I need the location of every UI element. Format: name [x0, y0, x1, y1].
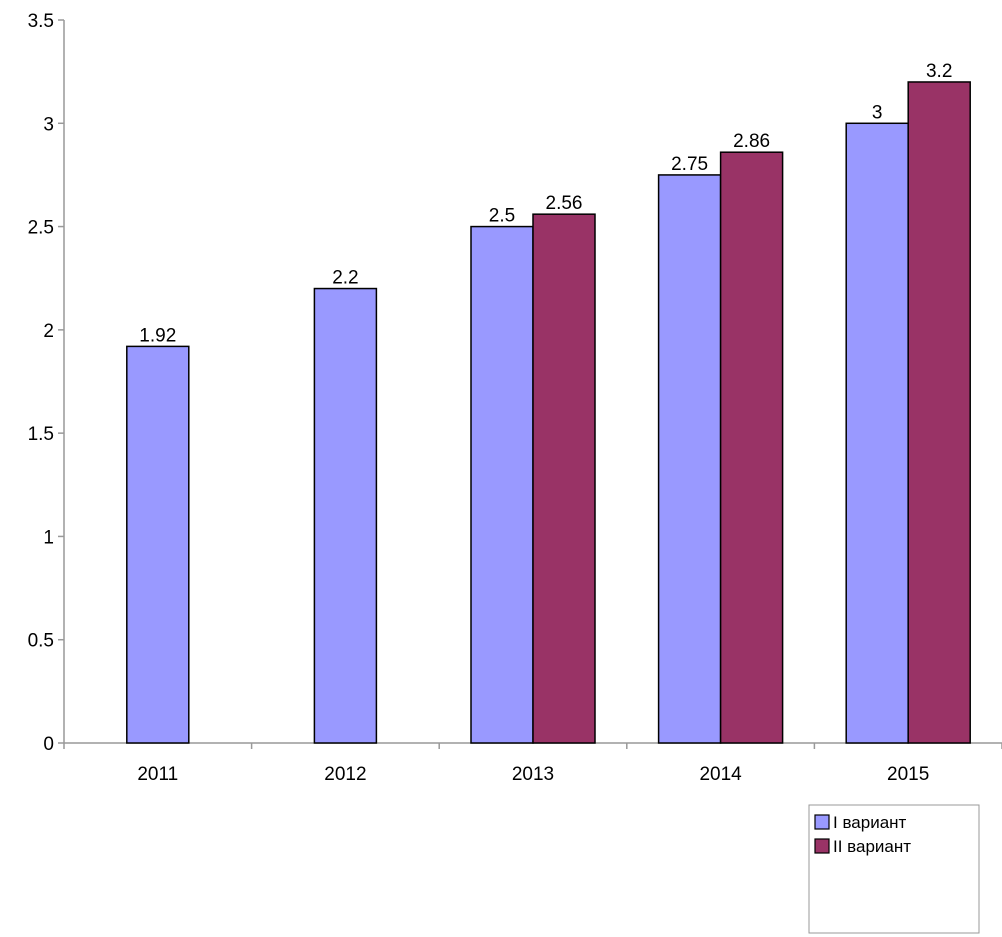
y-tick-label: 1.5 [28, 424, 54, 445]
legend-label: II вариант [833, 837, 911, 856]
x-tick-label: 2015 [887, 764, 929, 785]
x-axis: 2011 2012 2013 2014 2015 [63, 742, 1002, 785]
bar-series2-2014 [719, 151, 784, 744]
y-tick-label: 3.5 [28, 11, 54, 32]
y-tick-label: 1 [43, 527, 54, 548]
legend-swatch [814, 814, 830, 830]
x-tick-label: 2014 [699, 764, 742, 785]
data-label: 1.92 [139, 325, 176, 346]
legend-swatch [814, 838, 830, 854]
y-tick-label: 2.5 [28, 218, 54, 239]
y-tick-label: 2 [43, 321, 54, 342]
bar-series2-2015 [907, 81, 971, 744]
bars [126, 81, 971, 744]
data-label: 2.5 [489, 206, 515, 227]
data-labels: 1.92 2.2 2.5 2.56 2.75 2.86 3 3.2 [139, 61, 952, 346]
y-axis: 0 0.5 1 1.5 2 2.5 3 3.5 [28, 11, 65, 755]
data-label: 2.75 [671, 154, 708, 175]
y-tick-label: 3 [43, 114, 54, 135]
legend-label: I вариант [833, 813, 907, 832]
x-tick-label: 2013 [512, 764, 554, 785]
bar-series1-2013 [470, 225, 534, 744]
legend: I вариант II вариант [808, 804, 980, 934]
x-tick-label: 2012 [324, 764, 366, 785]
bar-series1-2014 [657, 174, 722, 744]
bar-series1-2011 [126, 345, 190, 744]
y-tick-label: 0 [43, 734, 54, 755]
data-label: 2.2 [332, 268, 358, 289]
data-label: 3.2 [926, 61, 952, 82]
bar-series2-2013 [532, 213, 596, 744]
data-label: 2.56 [546, 193, 583, 214]
x-tick-label: 2011 [137, 764, 178, 785]
bar-series1-2015 [845, 122, 909, 744]
bar-series1-2012 [313, 287, 378, 744]
data-label: 2.86 [733, 131, 770, 152]
data-label: 3 [872, 102, 883, 123]
y-tick-label: 0.5 [28, 631, 54, 652]
legend-box [808, 804, 980, 934]
